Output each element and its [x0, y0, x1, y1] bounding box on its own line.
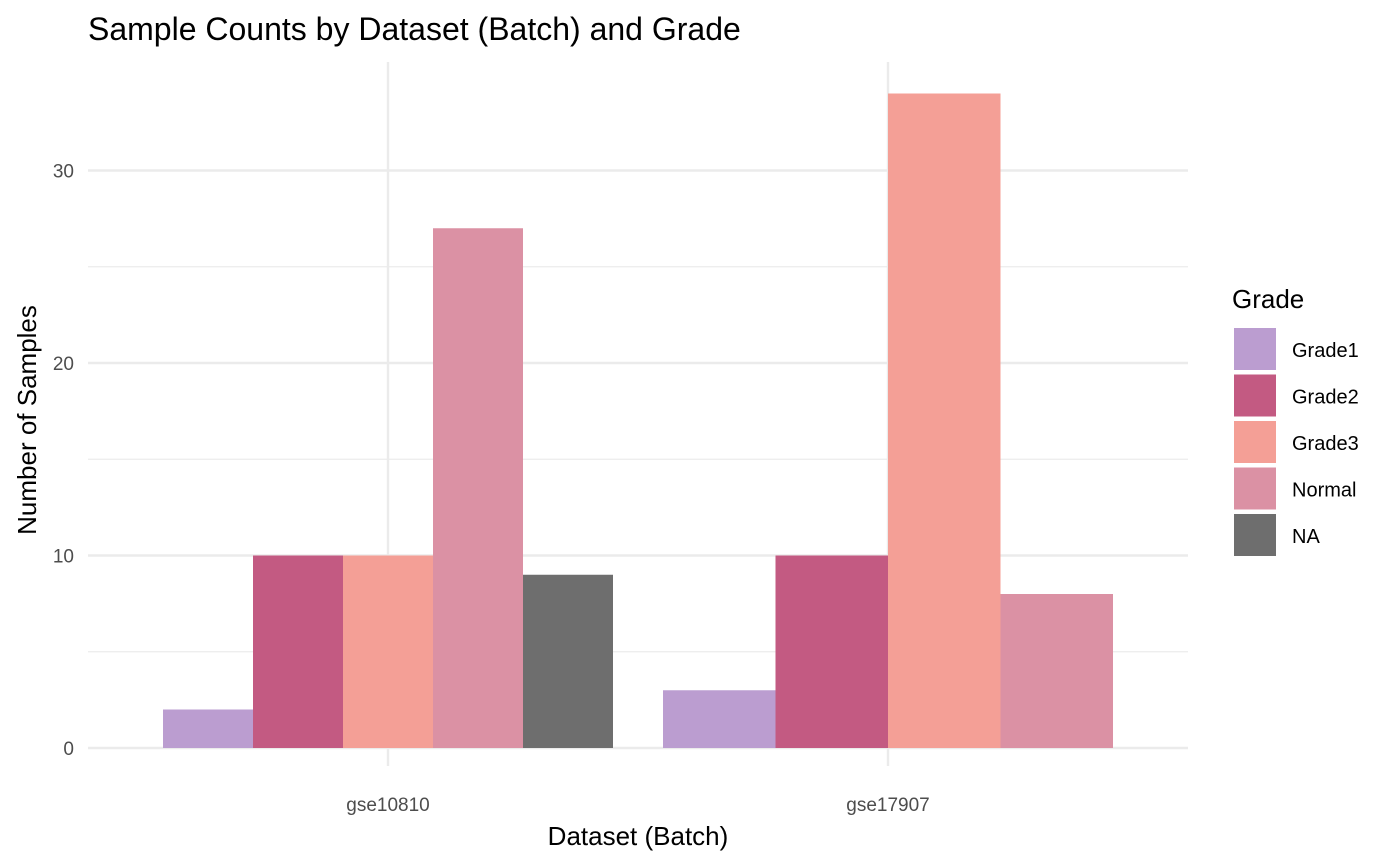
bar-gse17907-Grade3 — [888, 93, 1001, 748]
bar-gse17907-Normal — [1000, 594, 1113, 748]
legend-label-NA: NA — [1292, 526, 1320, 548]
y-tick-label: 30 — [53, 162, 74, 183]
legend-key-Normal — [1234, 467, 1276, 510]
legend-label-Normal: Normal — [1292, 480, 1356, 502]
legend: Grade Grade1 Grade2 Grade3 Normal NA — [1232, 284, 1359, 556]
x-tick-label: gse10810 — [346, 795, 429, 816]
bar-gse10810-Normal — [433, 228, 523, 748]
legend-label-Grade2: Grade2 — [1292, 387, 1359, 409]
bar-gse10810-Grade1 — [163, 709, 253, 748]
bar-gse17907-Grade2 — [775, 555, 888, 748]
legend-key-Grade3 — [1234, 421, 1276, 463]
y-tick-label: 20 — [53, 354, 74, 375]
y-tick-label: 0 — [63, 739, 74, 760]
axis-layer: 0 10 20 30 gse10810 gse17907 — [53, 162, 930, 817]
bar-gse17907-Grade1 — [663, 690, 776, 748]
y-axis-title: Number of Samples — [12, 305, 42, 535]
bar-gse10810-NA — [523, 574, 613, 748]
chart-title: Sample Counts by Dataset (Batch) and Gra… — [88, 11, 741, 47]
legend-key-NA — [1234, 514, 1276, 556]
legend-key-Grade1 — [1234, 328, 1276, 370]
legend-title: Grade — [1232, 284, 1304, 314]
bar-gse10810-Grade2 — [253, 555, 343, 748]
legend-items: Grade1 Grade2 Grade3 Normal NA — [1234, 328, 1359, 556]
y-tick-label: 10 — [53, 547, 74, 568]
bar-gse10810-Grade3 — [343, 555, 433, 748]
bar-layer — [163, 93, 1113, 748]
legend-key-Grade2 — [1234, 374, 1276, 417]
legend-label-Grade1: Grade1 — [1292, 340, 1359, 362]
legend-label-Grade3: Grade3 — [1292, 433, 1359, 455]
x-tick-label: gse17907 — [846, 795, 929, 816]
x-axis-title: Dataset (Batch) — [548, 821, 729, 851]
